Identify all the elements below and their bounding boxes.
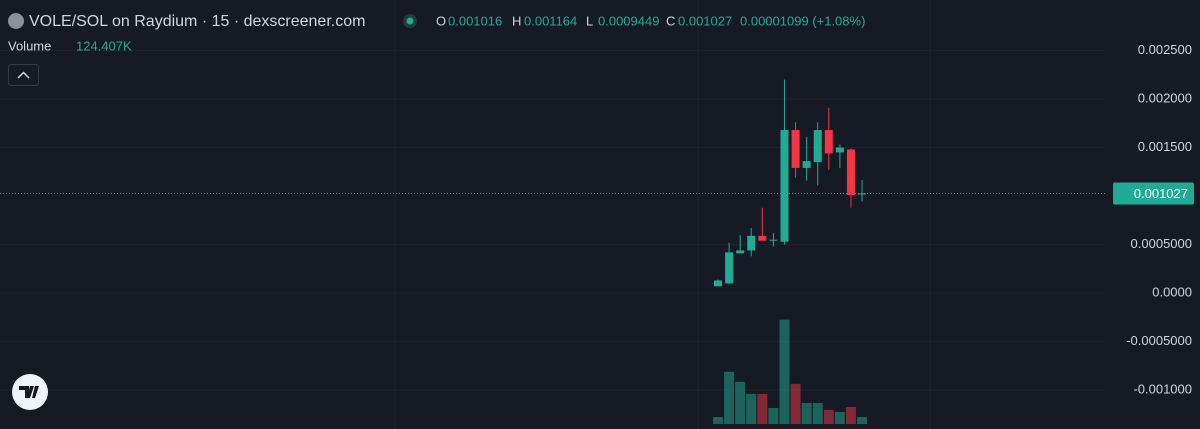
candle-body [802, 161, 811, 168]
volume-bar [812, 402, 823, 424]
volume-bar [834, 411, 845, 424]
volume-title: Volume [8, 38, 51, 53]
low-value: 0.0009449 [598, 13, 659, 28]
price-label-box [1113, 182, 1194, 205]
y-tick-label: -0.001000 [1133, 382, 1192, 397]
candle-body [835, 147, 844, 153]
close-label: C [666, 13, 675, 28]
volume-bar [768, 407, 779, 424]
y-tick-label: 0.0000 [1152, 285, 1192, 300]
volume-bar [746, 393, 757, 424]
candle-body [714, 280, 722, 287]
status-dot [406, 17, 414, 25]
candle-body [736, 250, 745, 254]
y-tick-label: 0.0005000 [1131, 236, 1192, 251]
y-tick-label: 0.001500 [1138, 139, 1192, 154]
y-tick-label: -0.0005000 [1126, 333, 1192, 348]
price-label: 0.001027 [1134, 186, 1188, 201]
volume-bar [724, 371, 735, 424]
candle-body [780, 130, 789, 242]
low-label: L [586, 13, 593, 28]
chart-title: VOLE/SOL on Raydium · 15 · dexscreener.c… [29, 13, 365, 30]
open-label: O [436, 13, 446, 28]
volume-bar [735, 381, 746, 424]
tv-logo-mark [19, 386, 39, 398]
candle-body [824, 130, 833, 154]
candle-body [791, 130, 800, 168]
volume-bar [757, 393, 768, 424]
collapse-button[interactable] [8, 64, 39, 86]
volume-bar [779, 319, 790, 424]
token-icon [8, 13, 24, 29]
candle-body [846, 149, 855, 196]
high-value: 0.001164 [524, 13, 577, 28]
close-value: 0.001027 [678, 13, 732, 28]
candle-body [813, 130, 822, 163]
volume-value: 124.407K [76, 38, 132, 53]
change-value: 0.00001099 (+1.08%) [740, 13, 865, 28]
y-tick-label: 0.002000 [1138, 90, 1192, 105]
open-value: 0.001016 [448, 13, 502, 28]
volume-bar [857, 416, 868, 424]
volume-bar [713, 416, 723, 424]
candle-body [758, 235, 767, 241]
candle-body [725, 252, 734, 284]
y-tick-label: 0.002500 [1138, 42, 1192, 57]
volume-bar [801, 402, 812, 424]
volume-bar [823, 409, 834, 424]
volume-bar [845, 406, 856, 424]
candle-body [747, 235, 756, 251]
candle-body [769, 239, 778, 241]
high-label: H [512, 13, 521, 28]
collapse-icon [17, 71, 30, 79]
volume-bar [790, 383, 801, 424]
candle-body [858, 193, 867, 195]
